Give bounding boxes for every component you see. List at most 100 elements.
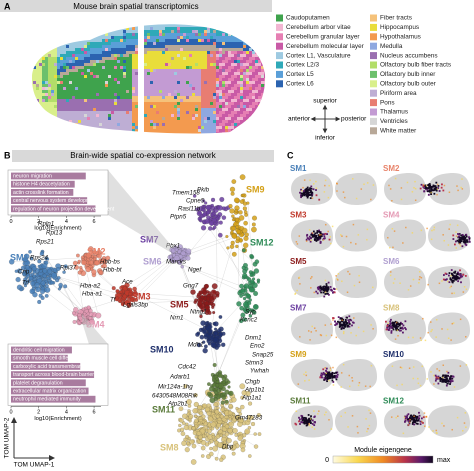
spot [222,111,225,114]
spot [192,126,195,129]
spot [60,33,63,36]
spot [120,24,123,27]
spot [252,102,255,105]
node [40,280,46,286]
spot [252,57,255,60]
legend-swatch [370,42,377,50]
spot [231,39,234,42]
spot [114,117,117,120]
spot [174,135,177,138]
spot [162,57,165,60]
spot [120,57,123,60]
spot [234,63,237,66]
spot [111,132,114,134]
spot [72,66,75,69]
spot [48,84,51,87]
spot [267,30,270,33]
spot [249,54,252,57]
spot [105,123,108,126]
spot [111,117,114,120]
spot [156,21,159,24]
spot [33,135,36,138]
spot [219,42,222,45]
spot [42,33,45,36]
spot [150,24,153,27]
spot [168,93,171,96]
spot [162,69,165,72]
spot [237,111,240,114]
spot [213,27,216,30]
expression-spot [461,245,464,248]
spot [246,51,249,54]
node [221,342,226,347]
expression-spot [325,286,327,289]
spot [219,18,222,21]
node [252,310,257,315]
panel-letter: A [4,1,11,11]
go-term: carboxylic acid transmembrane transport [13,364,107,370]
expression-spot [459,238,462,241]
spot [198,129,201,132]
spot [36,72,39,75]
spot [213,60,216,63]
spot [111,39,114,42]
spot [177,51,180,54]
edge [173,261,252,290]
spot [72,54,75,57]
spot [60,99,63,102]
spot [198,33,201,36]
node [42,268,48,274]
spot [156,54,159,57]
node [201,420,206,424]
spot [117,45,120,48]
spot [177,36,180,39]
spot [135,108,138,111]
spot [243,36,246,39]
spot [102,84,105,87]
gene-label: Nrn1 [170,315,183,322]
spot [225,111,228,114]
expression-spot [441,183,443,186]
spot [120,108,123,111]
spot [204,57,207,60]
spot [162,51,165,54]
expression-spot [302,190,305,192]
spot [231,123,234,126]
spot [39,114,42,117]
spot [219,51,222,54]
spot [195,33,198,36]
spot [99,84,102,87]
spot [183,111,186,114]
spot [213,39,216,42]
spot [90,75,93,78]
spot [114,120,117,123]
spot [225,27,228,30]
spot [117,90,120,93]
expression-spot [327,230,329,233]
spot [69,126,72,129]
spot [240,69,243,72]
spot [150,87,153,90]
spot [105,90,108,93]
spot [93,99,96,102]
spot [213,129,216,132]
expression-spot [342,191,345,193]
spot [105,99,108,102]
tick-label: 2 [37,409,40,415]
spot [84,93,87,96]
spot [183,36,186,39]
spot [165,102,168,105]
node [210,205,215,210]
spot [108,36,111,39]
spot [132,99,135,102]
expression-spot [323,191,326,193]
spot [120,42,123,45]
spot [192,42,195,45]
spot [219,93,222,96]
spot [129,78,132,81]
spot [51,21,54,24]
spot [165,81,168,84]
spot [180,93,183,96]
spot [171,36,174,39]
spot [261,30,264,33]
